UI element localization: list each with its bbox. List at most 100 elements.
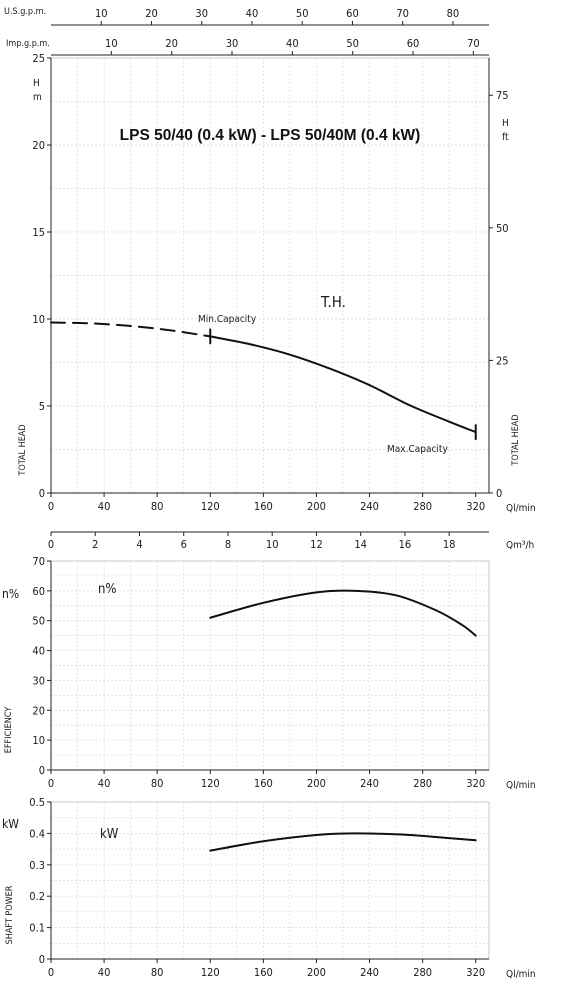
x-tick-label: 200 <box>307 777 326 790</box>
x-tick-label: 40 <box>98 500 111 513</box>
x-tick-label: 240 <box>360 777 379 790</box>
x-tick-label: 240 <box>360 966 379 979</box>
x-tick-label: 280 <box>413 966 432 979</box>
x-tick-label: 200 <box>307 966 326 979</box>
x-tick-label: 0 <box>48 777 54 790</box>
y-tick-label: 0.1 <box>29 922 45 935</box>
y-tick-label: 0.5 <box>29 796 45 809</box>
efficiency-chart: 0 40 80 120 160 200 240 280 320 Ql/min01020304050… <box>2 531 536 791</box>
curve-label-th: T.H. <box>320 293 346 311</box>
x-tick-label: 120 <box>201 966 220 979</box>
imp-gpm-tick-label: 60 <box>407 37 420 50</box>
x-tick-label: 0 <box>48 966 54 979</box>
y-tick-label: 0.4 <box>29 827 45 840</box>
y-unit-m: m <box>33 92 42 103</box>
imp-gpm-tick-label: 70 <box>467 37 480 50</box>
x-unit-label: Ql/min <box>506 780 536 791</box>
x-unit-label: Ql/min <box>506 503 536 514</box>
m3h-tick-label: 18 <box>443 538 456 551</box>
y-right-unit-ft: ft <box>502 132 509 143</box>
m3h-tick-label: 8 <box>225 538 231 551</box>
us-gpm-tick-label: 10 <box>95 7 108 20</box>
m3h-tick-label: 4 <box>136 538 142 551</box>
x-tick-label: 320 <box>466 966 485 979</box>
chart-title: LPS 50/40 (0.4 kW) - LPS 50/40M (0.4 kW) <box>120 127 421 144</box>
y-right-tick-label: 25 <box>496 354 509 367</box>
x-tick-label: 240 <box>360 500 379 513</box>
x-tick-label: 280 <box>413 500 432 513</box>
m3h-unit-label: Qm³/h <box>506 540 534 551</box>
us-gpm-tick-label: 50 <box>296 7 309 20</box>
m3h-tick-label: 10 <box>266 538 279 551</box>
series-line-0 <box>209 832 477 852</box>
y-tick-label: 20 <box>32 139 45 152</box>
m3h-tick-label: 6 <box>181 538 187 551</box>
shaft-power-chart: 0 40 80 120 160 200 240 280 320 Ql/min 0 0.1 0.2 0.3 0… <box>2 796 536 980</box>
curve-label-efficiency: n% <box>98 582 117 597</box>
x-tick-label: 320 <box>466 500 485 513</box>
series-line-1 <box>209 335 477 434</box>
x-tick-label: 80 <box>151 966 164 979</box>
m3h-tick-label: 0 <box>48 538 54 551</box>
us-gpm-tick-label: 60 <box>346 7 359 20</box>
m3h-tick-label: 16 <box>399 538 412 551</box>
y-tick-label: 30 <box>32 674 45 687</box>
y-unit-label: kW <box>2 817 19 831</box>
y-tick-label: 0.3 <box>29 859 45 872</box>
y-tick-label: 10 <box>32 313 45 326</box>
y-tick-label: 50 <box>32 615 45 628</box>
x-tick-label: 80 <box>151 777 164 790</box>
x-tick-label: 40 <box>98 966 111 979</box>
x-tick-label: 120 <box>201 777 220 790</box>
head-chart: 0 40 80 120 160 200 240 280 320 Ql/min0510152025U… <box>4 7 536 514</box>
y-tick-label: 0 <box>39 764 45 777</box>
x-tick-label: 0 <box>48 500 54 513</box>
y-tick-label: 0 <box>39 487 45 500</box>
y-tick-label: 20 <box>32 704 45 717</box>
x-tick-label: 200 <box>307 500 326 513</box>
y-right-tick-label: 0 <box>496 487 502 500</box>
x-tick-label: 160 <box>254 500 273 513</box>
y-right-tick-label: 50 <box>496 222 509 235</box>
us-gpm-tick-label: 70 <box>396 7 409 20</box>
imp-gpm-tick-label: 20 <box>165 37 178 50</box>
y-unit-label: n% <box>2 587 19 601</box>
imp-gpm-tick-label: 50 <box>346 37 359 50</box>
y-tick-label: 70 <box>32 555 45 568</box>
y-tick-label: 25 <box>32 52 45 65</box>
min-capacity-label: Min.Capacity <box>198 314 257 325</box>
m3h-tick-label: 2 <box>92 538 98 551</box>
y-tick-label: 5 <box>39 400 45 413</box>
max-capacity-label: Max.Capacity <box>387 444 448 455</box>
us-gpm-tick-label: 80 <box>447 7 460 20</box>
us-gpm-tick-label: 20 <box>145 7 158 20</box>
us-gpm-tick-label: 40 <box>246 7 259 20</box>
x-tick-label: 40 <box>98 777 111 790</box>
y-tick-label: 60 <box>32 585 45 598</box>
imp-gpm-tick-label: 30 <box>226 37 239 50</box>
curve-label-power: kW <box>100 827 119 842</box>
y-axis-label: SHAFT POWER <box>5 885 15 944</box>
x-tick-label: 120 <box>201 500 220 513</box>
m3h-tick-label: 14 <box>354 538 367 551</box>
y-right-unit-h: H <box>502 118 509 129</box>
y-axis-label-left: TOTAL HEAD <box>18 424 28 476</box>
x-tick-label: 320 <box>466 777 485 790</box>
x-tick-label: 160 <box>254 966 273 979</box>
m3h-tick-label: 12 <box>310 538 323 551</box>
x-tick-label: 280 <box>413 777 432 790</box>
y-tick-label: 15 <box>32 226 45 239</box>
series-line-0 <box>50 321 212 338</box>
y-tick-label: 0.2 <box>29 890 45 903</box>
y-unit-h: H <box>33 78 40 89</box>
y-tick-label: 0 <box>39 953 45 966</box>
series-line-0 <box>209 589 477 637</box>
imp-gpm-label: Imp.g.p.m. <box>6 39 50 49</box>
us-gpm-label: U.S.g.p.m. <box>4 7 46 17</box>
us-gpm-tick-label: 30 <box>195 7 208 20</box>
y-tick-label: 10 <box>32 734 45 747</box>
y-right-tick-label: 75 <box>496 89 509 102</box>
x-tick-label: 160 <box>254 777 273 790</box>
imp-gpm-tick-label: 40 <box>286 37 299 50</box>
